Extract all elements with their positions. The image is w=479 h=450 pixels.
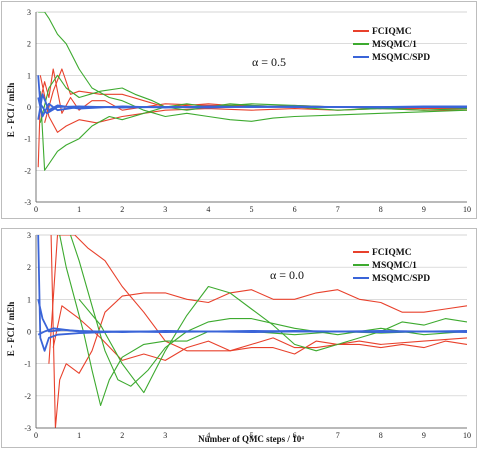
series-line-fciqmc-run-1	[50, 235, 467, 428]
chart-panel-top: -3 -2 -1 0 1 2 3 0 1 2 3 4 5 6 7 8 9 10 E - FCI / mEh α =…	[1, 1, 477, 219]
x-tick-label: 9	[422, 431, 426, 440]
y-tick-label: 1	[27, 295, 31, 304]
series-line-fciqmc-run-3	[52, 305, 467, 361]
legend-label: MSQMC/1	[372, 40, 417, 50]
alpha-annotation: α = 0.5	[252, 55, 286, 69]
x-tick-label: 0	[34, 431, 38, 440]
x-tick-label: 5	[250, 431, 254, 440]
alpha-annotation: α = 0.0	[270, 268, 304, 282]
series-line-msqmc-1-run-1	[38, 12, 467, 122]
y-tick-label: -2	[24, 166, 31, 175]
chart-top: -3 -2 -1 0 1 2 3 0 1 2 3 4 5 6 7 8 9 10 E - FCI / mEh α =…	[6, 8, 471, 214]
x-tick-label: 10	[463, 431, 471, 440]
legend: FCIQMC MSQMC/1 MSQMC/SPD	[353, 248, 430, 284]
y-tick-label: 1	[27, 71, 31, 80]
legend-label: FCIQMC	[372, 248, 412, 258]
x-tick-label: 6	[293, 205, 297, 214]
legend-label: MSQMC/SPD	[372, 274, 430, 284]
x-tick-label: 5	[250, 205, 254, 214]
series-line-fciqmc-run-3	[44, 68, 467, 123]
x-tick-label: 4	[206, 205, 210, 214]
x-tick-label: 8	[379, 205, 383, 214]
x-tick-label: 3	[163, 431, 167, 440]
y-tick-label: 0	[27, 328, 31, 337]
y-tick-label: 2	[27, 263, 31, 272]
y-tick-label: 3	[27, 8, 31, 17]
y-axis-label: E - FCI / mEh	[6, 302, 16, 357]
x-tick-label: 8	[379, 431, 383, 440]
x-tick-label: 3	[163, 205, 167, 214]
x-tick-label: 9	[422, 205, 426, 214]
y-tick-label: 2	[27, 40, 31, 49]
x-tick-label: 0	[34, 205, 38, 214]
y-tick-label: -1	[24, 135, 31, 144]
x-tick-label: 2	[120, 205, 124, 214]
legend-label: FCIQMC	[372, 27, 412, 37]
y-tick-label: -3	[24, 424, 31, 433]
y-tick-label: -1	[24, 360, 31, 369]
legend: FCIQMC MSQMC/1 MSQMC/SPD	[353, 27, 430, 63]
x-tick-label: 10	[463, 205, 471, 214]
series-line-fciqmc-run-2	[48, 235, 467, 364]
y-tick-label: 0	[27, 103, 31, 112]
chart-panel-bottom: -3 -2 -1 0 1 2 3 0 1 2 3 4 5 6 7 8 9 10 E - FCI / mEh Num…	[1, 228, 477, 448]
x-tick-label: 1	[77, 431, 81, 440]
series-line-fciqmc-run-1	[37, 68, 467, 168]
series-line-msqmc-1-run-2	[39, 91, 467, 171]
y-tick-label: -3	[24, 198, 31, 207]
x-tick-label: 7	[336, 431, 340, 440]
x-tick-label: 7	[336, 205, 340, 214]
y-axis-label: E - FCI / mEh	[6, 83, 16, 138]
x-tick-label: 4	[206, 431, 210, 440]
series-line-msqmc-spd-run-3	[37, 327, 467, 336]
chart-bottom: -3 -2 -1 0 1 2 3 0 1 2 3 4 5 6 7 8 9 10 E - FCI / mEh Num…	[6, 231, 471, 444]
series-line-msqmc-1-run-3	[78, 285, 467, 394]
x-axis-label: Number of QMC steps / 10⁴	[198, 434, 304, 444]
legend-label: MSQMC/SPD	[372, 53, 430, 63]
series-line-msqmc-spd-run-2	[37, 299, 467, 333]
x-tick-label: 6	[293, 431, 297, 440]
series-line-msqmc-spd-run-3	[37, 75, 467, 115]
x-tick-label: 1	[77, 205, 81, 214]
y-tick-label: -2	[24, 392, 31, 401]
series-line-msqmc-1-run-3	[39, 74, 467, 123]
legend-label: MSQMC/1	[372, 261, 417, 271]
x-tick-label: 2	[120, 431, 124, 440]
y-tick-label: 3	[27, 231, 31, 240]
